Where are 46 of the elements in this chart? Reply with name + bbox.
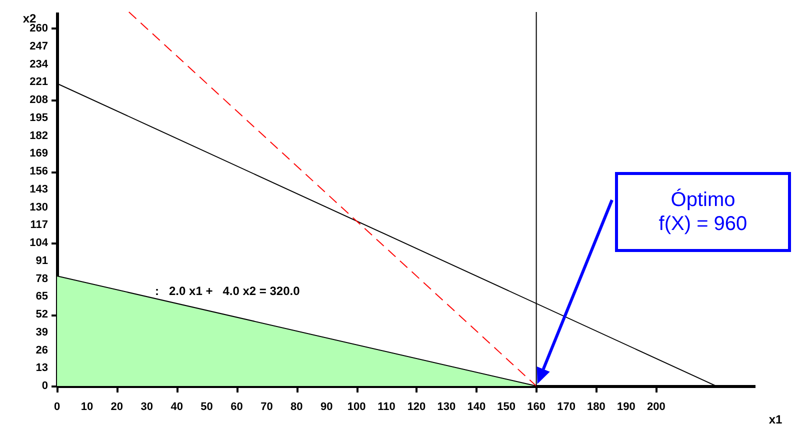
x-tick-label: 30 — [140, 401, 153, 413]
y-tick-label: 91 — [36, 254, 48, 267]
callout-box: Óptimo f(X) = 960 — [615, 172, 791, 252]
x-tick-label: 40 — [170, 401, 183, 413]
y-tick-label: 247 — [30, 40, 48, 52]
y-tick-label: 52 — [36, 308, 48, 320]
y-tick-label: 78 — [36, 272, 48, 285]
y-tick-label: 104 — [30, 237, 49, 249]
x-tick-label: 170 — [557, 401, 576, 413]
x-axis-title: x1 — [768, 412, 782, 425]
y-tick-label: 65 — [36, 290, 48, 303]
annotation: Óptimo f(X) = 960 — [658, 188, 748, 236]
x-tick-label: 90 — [320, 401, 333, 413]
y-tick-label: 182 — [30, 130, 48, 142]
x-tick-label: 0 — [54, 401, 60, 413]
x-tick-label: 160 — [527, 401, 546, 413]
x-tick-label: 120 — [407, 401, 426, 413]
x-tick-label: 70 — [260, 401, 273, 413]
x-tick-label: 100 — [347, 401, 366, 413]
x-tick-label: 50 — [200, 401, 213, 413]
x-tick-label: 60 — [230, 401, 243, 413]
x-tick-label: 190 — [617, 401, 636, 413]
y-tick-label: 169 — [30, 148, 48, 160]
y-tick-label: 221 — [30, 76, 48, 88]
y-tick-label: 156 — [30, 166, 48, 178]
y-tick-label: 13 — [36, 362, 48, 374]
y-tick-label: 208 — [30, 94, 48, 106]
y-tick-label: 234 — [30, 58, 49, 70]
y-tick-label: 26 — [36, 344, 48, 356]
annotation: : 2.0 x1 + 4.0 x2 = 320.0 — [155, 284, 300, 298]
x-tick-label: 130 — [437, 401, 456, 413]
y-tick-label: 195 — [30, 112, 48, 124]
x-tick-label: 150 — [497, 401, 516, 413]
y-tick-label: 39 — [36, 326, 48, 338]
y-tick-label: 0 — [42, 380, 48, 392]
y-tick-label: 143 — [30, 183, 48, 196]
x-tick-label: 200 — [646, 401, 666, 413]
x-tick-label: 110 — [378, 401, 396, 413]
y-tick-label: 260 — [30, 22, 48, 34]
x-tick-label: 20 — [110, 401, 124, 413]
y-tick-label: 117 — [30, 219, 48, 232]
x-tick-label: 180 — [587, 401, 606, 413]
x-tick-label: 140 — [467, 401, 486, 413]
x-tick-label: 80 — [290, 401, 303, 413]
y-tick-label: 130 — [30, 201, 48, 214]
x-tick-label: 10 — [80, 401, 94, 413]
